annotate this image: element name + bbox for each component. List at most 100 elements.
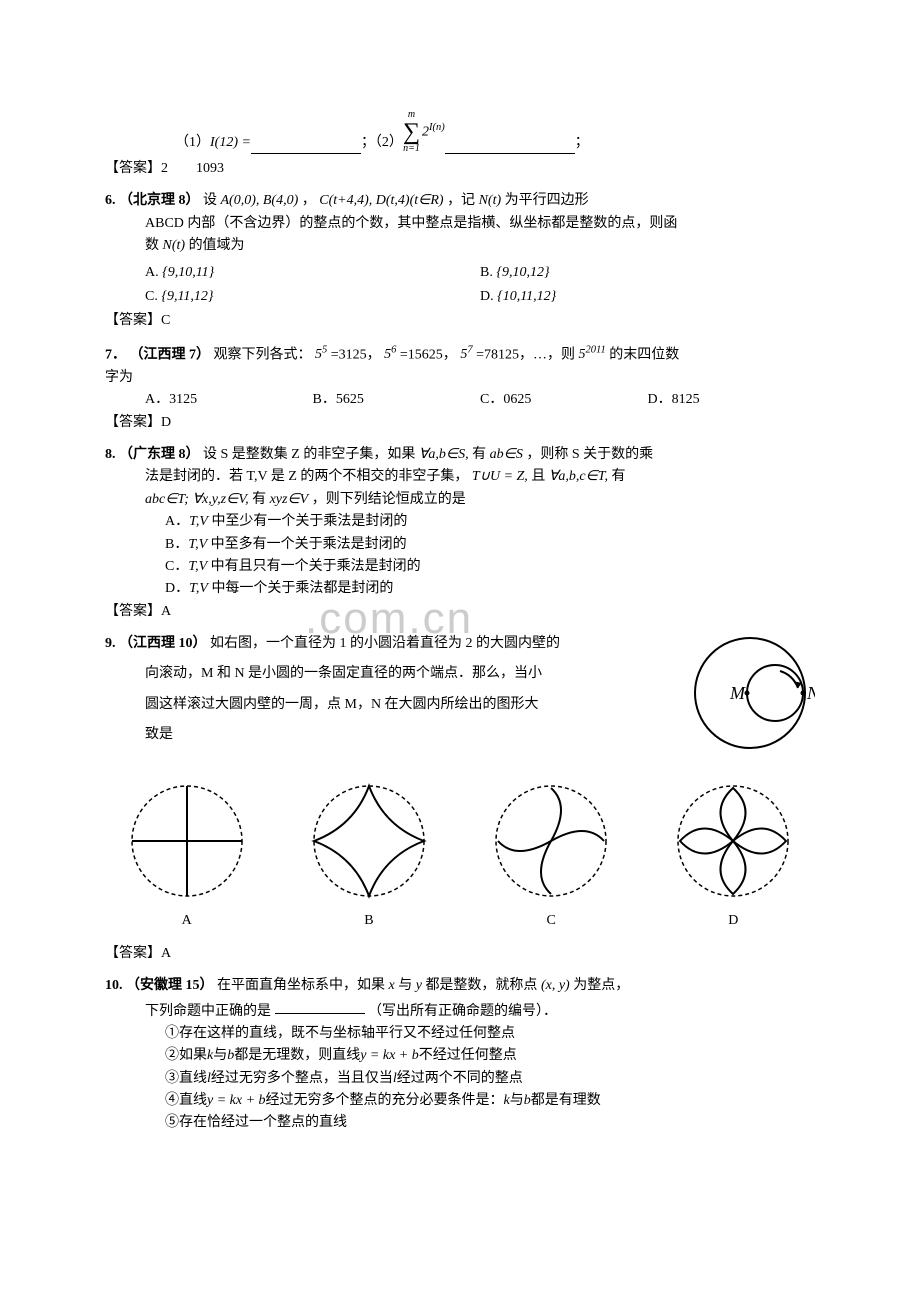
item-eq: y = kx + b bbox=[207, 1093, 266, 1108]
q8-line3math1: abc∈T; ∀x,y,z∈V, bbox=[145, 492, 249, 507]
item-num: ③ bbox=[165, 1071, 179, 1086]
q10-num: 10. bbox=[105, 978, 123, 993]
q10-line2b: （写出所有正确命题的编号）． bbox=[368, 1003, 557, 1018]
q9-main-diagram: M N bbox=[685, 633, 815, 761]
q8-line3a: 有 bbox=[252, 492, 266, 507]
q7-text1: 观察下列各式： bbox=[214, 347, 312, 362]
q7-choice-a: A．3125 bbox=[145, 389, 313, 411]
q10-item5: ⑤存在恰经过一个整点的直线 bbox=[165, 1112, 815, 1134]
q9-source: （江西理 10） bbox=[119, 636, 207, 651]
answer-text: C bbox=[161, 313, 170, 328]
q7-choice-d: D．8125 bbox=[648, 389, 816, 411]
q10-line2: 下列命题中正确的是 （写出所有正确命题的编号）． bbox=[145, 998, 815, 1023]
q7-line2: 字为 bbox=[105, 367, 815, 389]
q9-line1: 如右图，一个直径为 1 的小圆沿着直径为 2 的大圆内壁的 bbox=[210, 636, 560, 651]
q6-line1: 6. （北京理 8） 设 A(0,0), B(4,0) ， C(t+4,4), … bbox=[105, 190, 815, 212]
q8-line2c: 有 bbox=[612, 469, 626, 484]
choice-text: 中每一个关于乘法都是封闭的 bbox=[208, 581, 394, 596]
item-mid2: 都是无理数，则直线 bbox=[234, 1048, 360, 1063]
q7-text2: =3125， bbox=[331, 347, 381, 362]
answer-text: D bbox=[161, 415, 171, 430]
base: 5 bbox=[315, 347, 322, 362]
item-pre: 如果 bbox=[179, 1048, 207, 1063]
answer-text: A bbox=[161, 604, 171, 619]
diagram-c-icon bbox=[486, 776, 616, 906]
q6-math1: A(0,0), B(4,0) bbox=[221, 193, 299, 208]
sum-bottom: n=1 bbox=[403, 144, 420, 154]
diagram-a: A bbox=[105, 776, 268, 932]
q8-choices: A．T,V 中至少有一个关于乘法是封闭的 B．T,V 中至多有一个关于乘法是封闭… bbox=[165, 511, 815, 601]
q8-text3: ，则称 S 关于数的乘 bbox=[526, 447, 653, 462]
q5-blank2 bbox=[445, 137, 575, 154]
item-text: 存在这样的直线，既不与坐标轴平行又不经过任何整点 bbox=[179, 1026, 515, 1041]
choice-label: B． bbox=[165, 537, 188, 552]
q5-tail: ； bbox=[575, 132, 589, 154]
q10-text3: 都是整数，就称点 bbox=[425, 978, 537, 993]
q10-line2a: 下列命题中正确的是 bbox=[145, 1003, 271, 1018]
q6-text2: ， bbox=[302, 193, 316, 208]
q7-answer: 【答案】D bbox=[105, 412, 815, 434]
sum-exp: I(n) bbox=[429, 122, 445, 133]
q7-line1: 7． （江西理 7） 观察下列各式： 55 =3125， 56 =15625， … bbox=[105, 343, 815, 367]
q6-line3a: 数 bbox=[145, 238, 159, 253]
item-post: 不经过任何整点 bbox=[419, 1048, 517, 1063]
q6-text1: 设 bbox=[203, 193, 221, 208]
q10-items: ①存在这样的直线，既不与坐标轴平行又不经过任何整点 ②如果k与b都是无理数，则直… bbox=[165, 1023, 815, 1135]
q10-text4: 为整点， bbox=[573, 978, 629, 993]
q6-choice-a: A. {9,10,11} bbox=[145, 262, 480, 284]
q10-item3: ③直线l经过无穷多个整点，当且仅当l经过两个不同的整点 bbox=[165, 1068, 815, 1090]
q8-line2math2: ∀a,b,c∈T, bbox=[549, 469, 608, 484]
choice-label: C. bbox=[145, 289, 158, 304]
item-num: ② bbox=[165, 1048, 179, 1063]
answer-label: 【答案】 bbox=[105, 313, 161, 328]
q8-math2: ab∈S bbox=[490, 447, 523, 462]
q8-line2: 法是封闭的．若 T,V 是 Z 的两个不相交的非空子集， T∪U = Z, 且 … bbox=[145, 466, 815, 488]
choice-label: C． bbox=[480, 392, 503, 407]
q7-text3: =15625， bbox=[400, 347, 457, 362]
q8-choice-a: A．T,V 中至少有一个关于乘法是封闭的 bbox=[165, 511, 815, 533]
diagram-label-c: C bbox=[469, 910, 632, 932]
choice-value: {9,11,12} bbox=[161, 289, 213, 304]
diagram-label-b: B bbox=[287, 910, 450, 932]
q8-line2b: 且 bbox=[531, 469, 545, 484]
q8-num: 8. bbox=[105, 447, 116, 462]
choice-label: A． bbox=[145, 392, 169, 407]
q8-answer: 【答案】A bbox=[105, 601, 815, 623]
choice-label: B. bbox=[480, 265, 493, 280]
q8-line1: 8. （广东理 8） 设 S 是整数集 Z 的非空子集，如果 ∀a,b∈S, 有… bbox=[105, 444, 815, 466]
q5-part1-expr: I(12) = bbox=[210, 132, 251, 154]
q6-line2: ABCD 内部（不含边界）的整点的个数，其中整点是指横、纵坐标都是整数的点，则函 bbox=[145, 213, 815, 235]
tv: T,V bbox=[189, 581, 208, 596]
item-mid2: 与 bbox=[510, 1093, 524, 1108]
q8-choice-d: D．T,V 中每一个关于乘法都是封闭的 bbox=[165, 578, 815, 600]
item-b: b bbox=[524, 1093, 531, 1108]
q6-choice-c: C. {9,11,12} bbox=[145, 286, 480, 308]
tv: T,V bbox=[188, 537, 207, 552]
item-num: ① bbox=[165, 1026, 179, 1041]
q6-line3b: 的值域为 bbox=[189, 238, 245, 253]
choice-text: 中至少有一个关于乘法是封闭的 bbox=[208, 514, 408, 529]
item-eq: y = kx + b bbox=[360, 1048, 419, 1063]
q5-blank1 bbox=[251, 137, 361, 154]
item-post: 经过两个不同的整点 bbox=[397, 1071, 523, 1086]
q10-text2: 与 bbox=[398, 978, 412, 993]
q7-text4: =78125，…，则 bbox=[476, 347, 575, 362]
exp: 7 bbox=[467, 345, 472, 356]
q9-choice-diagrams: A B C bbox=[105, 776, 815, 932]
answer-label: 【答案】 bbox=[105, 946, 161, 961]
item-num: ④ bbox=[165, 1093, 179, 1108]
item-text: 存在恰经过一个整点的直线 bbox=[179, 1115, 347, 1130]
q10-item1: ①存在这样的直线，既不与坐标轴平行又不经过任何整点 bbox=[165, 1023, 815, 1045]
answer-label: 【答案】 bbox=[105, 415, 161, 430]
q10-item4: ④直线y = kx + b经过无穷多个整点的充分必要条件是：k与b都是有理数 bbox=[165, 1090, 815, 1112]
q6-line3: 数 N(t) 的值域为 bbox=[145, 235, 815, 257]
q8-source: （广东理 8） bbox=[119, 447, 200, 462]
question-6: 6. （北京理 8） 设 A(0,0), B(4,0) ， C(t+4,4), … bbox=[105, 190, 815, 332]
diagram-b: B bbox=[287, 776, 450, 932]
item-mid1: 经过无穷多个整点的充分必要条件是： bbox=[266, 1093, 504, 1108]
question-5-tail: （1） I(12) = ；（2） m ∑ n=1 2I(n) ； 【答案】2 1… bbox=[105, 110, 815, 180]
item-pre: 直线 bbox=[179, 1093, 207, 1108]
choice-value: 8125 bbox=[672, 392, 700, 407]
diagram-label-a: A bbox=[105, 910, 268, 932]
exp: 2011 bbox=[585, 345, 605, 356]
